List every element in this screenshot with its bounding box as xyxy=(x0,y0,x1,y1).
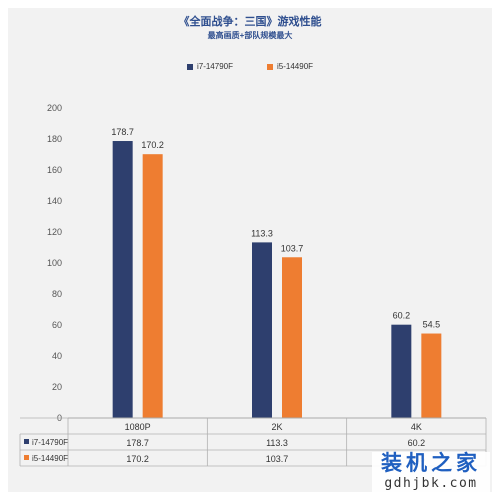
bar-i7-14790F-1080P xyxy=(112,141,133,418)
bar-i7-14790F-2K xyxy=(252,242,272,418)
category-label: 1080P xyxy=(125,422,151,432)
legend-swatch-i7 xyxy=(186,63,193,70)
y-tick-label: 120 xyxy=(47,227,62,237)
y-tick-label: 180 xyxy=(47,134,62,144)
data-label: 60.2 xyxy=(393,311,411,321)
chart-title: 《全面战争：三国》游戏性能 xyxy=(178,16,322,28)
table-cell: 178.7 xyxy=(126,438,149,448)
watermark: 装机之家 gdhjbk.com xyxy=(372,452,490,496)
table-cell: 170.2 xyxy=(126,454,149,464)
table-swatch-i5-14490F xyxy=(24,455,29,460)
data-label: 54.5 xyxy=(423,320,441,330)
watermark-url: gdhjbk.com xyxy=(384,476,478,491)
legend-item-i7: i7-14790F xyxy=(186,62,233,71)
category-label: 4K xyxy=(411,422,422,432)
legend-item-i5: i5-14490F xyxy=(267,62,313,71)
bar-i5-14490F-2K xyxy=(282,257,302,418)
legend: i7-14790F i5-14490F xyxy=(0,62,500,71)
legend-label-i5: i5-14490F xyxy=(277,62,314,71)
y-tick-label: 40 xyxy=(52,351,62,361)
category-label: 2K xyxy=(271,422,282,432)
y-tick-label: 20 xyxy=(52,382,62,392)
y-tick-label: 60 xyxy=(52,320,62,330)
table-series-label: i5-14490F xyxy=(32,454,68,463)
legend-label-i7: i7-14790F xyxy=(196,62,233,71)
data-label: 170.2 xyxy=(141,140,164,150)
data-label: 113.3 xyxy=(251,228,273,238)
table-cell: 113.3 xyxy=(266,438,288,448)
legend-swatch-i5 xyxy=(267,63,273,70)
y-tick-label: 160 xyxy=(47,165,62,175)
chart-subtitle: 最高画质+部队规模最大 xyxy=(207,31,293,40)
data-label: 103.7 xyxy=(281,243,304,253)
bar-i5-14490F-4K xyxy=(421,333,442,418)
watermark-brand: 装机之家 xyxy=(381,452,481,475)
bar-i5-14490F-1080P xyxy=(142,154,163,418)
y-tick-label: 100 xyxy=(47,258,62,268)
y-tick-label: 140 xyxy=(47,196,62,206)
table-series-label: i7-14790F xyxy=(32,438,68,447)
table-cell: 60.2 xyxy=(408,438,426,448)
bar-i7-14790F-4K xyxy=(391,324,412,418)
y-tick-label: 200 xyxy=(47,103,62,113)
table-swatch-i7-14790F xyxy=(24,439,29,444)
table-cell: 103.7 xyxy=(266,454,289,464)
y-tick-label: 80 xyxy=(52,289,62,299)
data-label: 178.7 xyxy=(111,127,134,137)
